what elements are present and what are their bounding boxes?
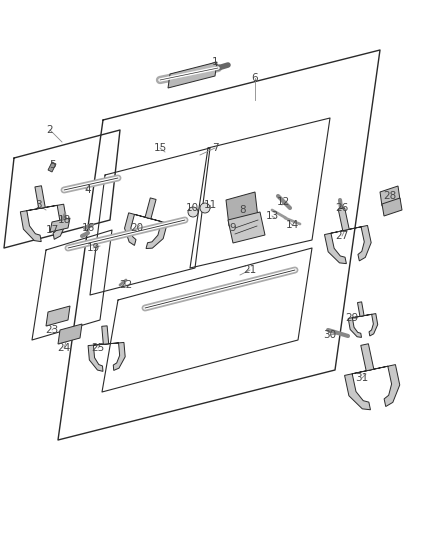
Polygon shape xyxy=(325,225,371,264)
Text: 9: 9 xyxy=(230,223,237,233)
Text: 30: 30 xyxy=(323,330,336,340)
Text: 13: 13 xyxy=(265,211,279,221)
Text: 29: 29 xyxy=(346,313,359,323)
Polygon shape xyxy=(50,218,70,232)
Text: 17: 17 xyxy=(46,225,59,235)
Text: 12: 12 xyxy=(276,197,290,207)
Text: 7: 7 xyxy=(212,143,218,153)
Polygon shape xyxy=(228,212,265,243)
Polygon shape xyxy=(338,208,349,231)
Text: 21: 21 xyxy=(244,265,257,275)
Text: 19: 19 xyxy=(86,243,99,253)
Text: 5: 5 xyxy=(49,160,55,170)
Text: 31: 31 xyxy=(355,373,369,383)
Text: 26: 26 xyxy=(336,203,349,213)
Text: 2: 2 xyxy=(47,125,53,135)
Polygon shape xyxy=(124,213,167,248)
Text: 18: 18 xyxy=(57,215,71,225)
Polygon shape xyxy=(357,302,364,317)
Text: 8: 8 xyxy=(240,205,246,215)
Text: 4: 4 xyxy=(85,185,91,195)
Polygon shape xyxy=(35,186,45,208)
Text: 24: 24 xyxy=(57,343,71,353)
Polygon shape xyxy=(88,342,125,372)
Polygon shape xyxy=(348,313,378,337)
Polygon shape xyxy=(145,198,156,219)
Polygon shape xyxy=(20,204,67,241)
Text: 20: 20 xyxy=(131,223,144,233)
Text: 27: 27 xyxy=(336,231,349,241)
Text: 1: 1 xyxy=(212,57,218,67)
Circle shape xyxy=(188,207,198,217)
Polygon shape xyxy=(361,344,374,371)
Text: 3: 3 xyxy=(35,200,41,210)
Polygon shape xyxy=(226,192,258,226)
Polygon shape xyxy=(58,324,82,344)
Text: 28: 28 xyxy=(383,191,397,201)
Circle shape xyxy=(200,203,210,213)
Polygon shape xyxy=(48,162,56,172)
Text: 10: 10 xyxy=(185,203,198,213)
Polygon shape xyxy=(168,62,217,88)
Polygon shape xyxy=(382,198,402,216)
Text: 16: 16 xyxy=(81,223,95,233)
Polygon shape xyxy=(345,365,400,410)
Text: 11: 11 xyxy=(203,200,217,210)
Text: 23: 23 xyxy=(46,325,59,335)
Polygon shape xyxy=(380,186,400,206)
Text: 15: 15 xyxy=(153,143,166,153)
Polygon shape xyxy=(46,306,70,326)
Polygon shape xyxy=(102,326,109,344)
Text: 14: 14 xyxy=(286,220,299,230)
Text: 6: 6 xyxy=(252,73,258,83)
Text: 22: 22 xyxy=(120,280,133,290)
Text: 25: 25 xyxy=(92,343,105,353)
